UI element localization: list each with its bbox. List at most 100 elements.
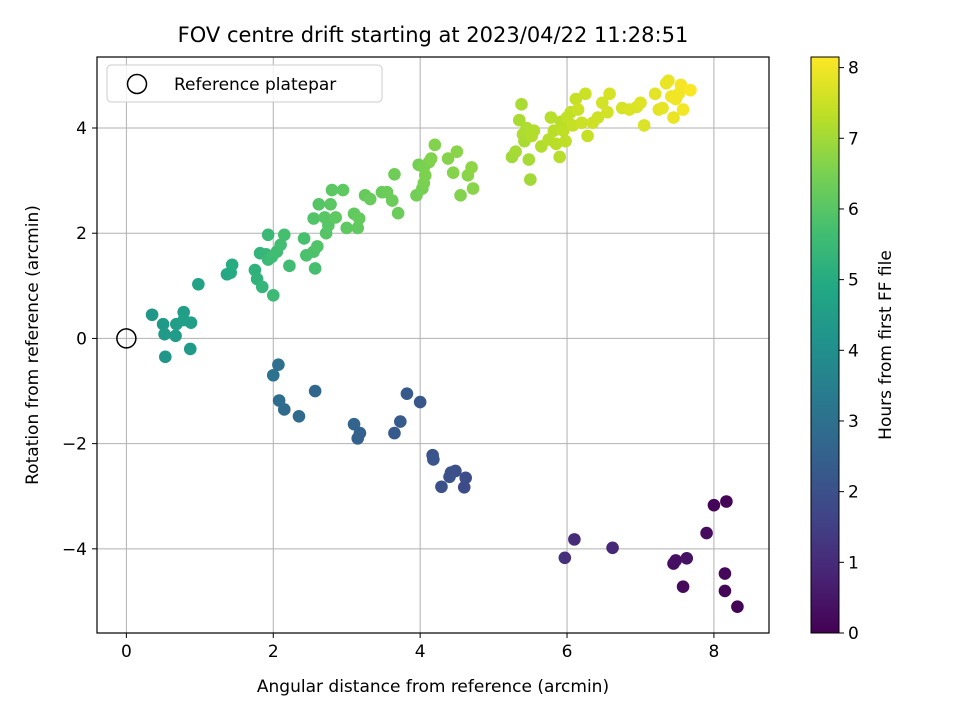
x-axis-label: Angular distance from reference (arcmin)	[257, 677, 609, 697]
colorbar-tick-label: 4	[848, 341, 859, 361]
data-point	[351, 221, 365, 235]
data-point	[466, 182, 480, 195]
data-point	[571, 103, 585, 116]
data-point	[459, 471, 472, 485]
data-point	[718, 567, 732, 580]
data-point	[266, 288, 280, 302]
data-point	[329, 211, 342, 224]
colorbar-tick-label: 7	[848, 129, 859, 149]
data-point	[400, 387, 414, 400]
data-point	[388, 168, 401, 181]
data-point	[311, 240, 324, 253]
data-point	[527, 124, 541, 137]
data-point	[707, 498, 721, 512]
data-point	[308, 262, 322, 275]
data-point	[159, 350, 172, 364]
data-point	[731, 600, 744, 613]
grid-lines	[97, 57, 769, 633]
scatter-points	[145, 74, 744, 613]
data-point	[465, 161, 478, 174]
data-point	[676, 580, 690, 594]
data-point	[428, 138, 442, 152]
data-point	[547, 124, 561, 137]
data-point	[568, 533, 581, 546]
data-point	[549, 137, 563, 151]
colorbar-tick-label: 5	[848, 271, 859, 291]
data-point	[676, 103, 690, 116]
data-point	[272, 358, 285, 372]
data-point	[352, 212, 366, 225]
data-point	[441, 152, 455, 165]
data-point	[601, 105, 614, 119]
data-point	[648, 87, 662, 101]
data-point	[184, 316, 198, 329]
data-point	[524, 173, 537, 186]
data-point	[385, 194, 399, 207]
data-point	[277, 228, 291, 242]
data-point	[544, 111, 558, 124]
data-point	[637, 119, 651, 132]
data-point	[307, 212, 320, 225]
data-point	[308, 384, 322, 398]
data-point	[325, 183, 339, 197]
data-point	[656, 101, 669, 115]
data-point	[324, 197, 337, 211]
data-point	[603, 87, 616, 101]
data-point	[591, 111, 605, 124]
data-point	[443, 470, 456, 484]
y-tick-label: 4	[76, 119, 87, 139]
plot-frame	[96, 56, 770, 634]
data-point	[720, 495, 733, 508]
data-point	[255, 280, 269, 294]
colorbar-tick-label: 1	[848, 553, 859, 573]
data-point	[512, 113, 526, 127]
y-tick-label: 0	[76, 329, 87, 349]
data-point	[684, 83, 697, 97]
x-tick-label: 4	[415, 642, 426, 662]
data-point	[336, 183, 350, 197]
data-point	[595, 96, 609, 110]
data-point	[261, 228, 275, 242]
data-point	[634, 96, 647, 110]
data-point	[454, 189, 467, 202]
data-point	[340, 221, 354, 235]
colorbar-tick-label: 8	[848, 59, 859, 79]
data-point	[450, 145, 464, 158]
data-point	[457, 480, 471, 494]
data-point	[569, 92, 583, 106]
data-point	[581, 129, 594, 143]
data-point	[274, 238, 287, 252]
data-point	[515, 98, 528, 111]
legend[interactable]: Reference platepar	[106, 64, 383, 103]
y-axis-label: Rotation from reference (arcmin)	[23, 205, 43, 485]
data-point	[667, 111, 680, 124]
data-point	[363, 192, 377, 206]
data-point	[418, 169, 432, 182]
colorbar-label: Hours from first FF file	[876, 250, 896, 440]
data-point	[353, 426, 367, 440]
data-point	[312, 197, 326, 211]
x-tick-label: 2	[268, 642, 279, 662]
y-tick-label: −4	[62, 540, 87, 560]
data-point	[394, 415, 407, 428]
data-point	[522, 153, 536, 166]
data-point	[169, 329, 182, 343]
colorbar-ticks: 0 1 2 3 4 5 6 7 8	[839, 59, 859, 644]
data-point	[446, 166, 460, 180]
reference-platepar-marker	[116, 328, 137, 349]
colorbar-tick-label: 2	[848, 483, 859, 503]
data-point	[674, 78, 688, 92]
legend-marker	[126, 73, 148, 95]
data-point	[297, 232, 311, 245]
data-point	[558, 551, 572, 565]
data-point	[192, 277, 205, 291]
data-point	[575, 116, 589, 130]
data-point	[266, 368, 280, 382]
colorbar: 0 1 2 3 4 5 6 7 8 Hours from first FF file	[810, 56, 896, 644]
colorbar-tick-label: 3	[848, 412, 859, 432]
data-point	[156, 317, 170, 331]
x-axis-ticks: 0 2 4 6 8	[121, 633, 719, 662]
data-point	[272, 394, 286, 407]
data-point	[424, 152, 438, 165]
data-point	[662, 74, 675, 87]
